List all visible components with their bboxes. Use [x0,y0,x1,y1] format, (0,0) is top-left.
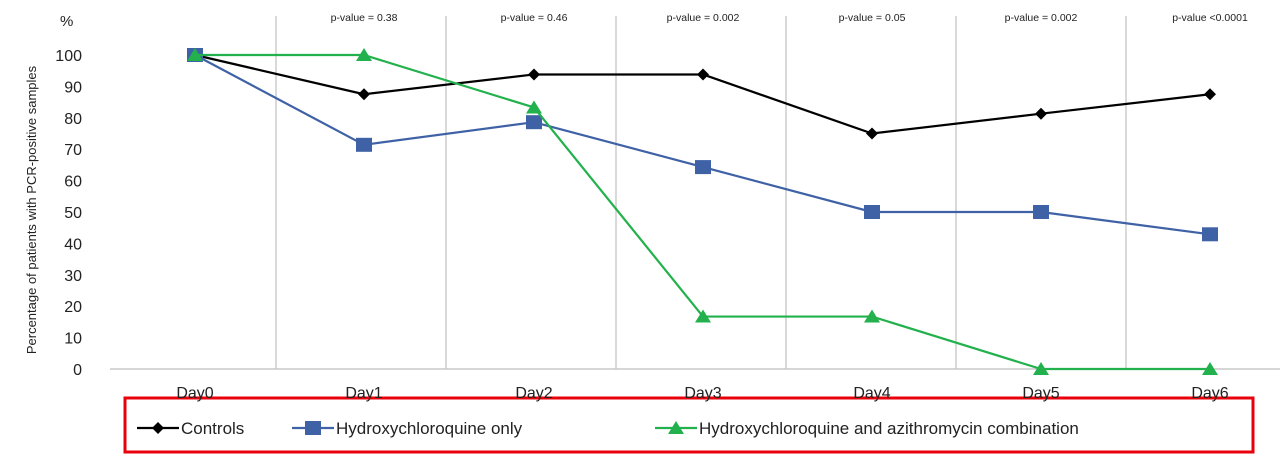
y-tick-label: 30 [64,268,82,285]
x-tick-label: Day0 [176,385,213,402]
square-marker [695,160,711,175]
p-value-annotation: p-value = 0.002 [1005,12,1078,24]
triangle-marker [1202,362,1218,375]
square-marker [864,205,880,219]
triangle-marker [356,48,372,61]
diamond-marker [697,68,709,81]
y-axis-label: Percentage of patients with PCR-positive… [24,65,39,354]
square-marker [1033,205,1049,219]
y-tick-label: 40 [64,236,82,253]
p-value-annotation: p-value = 0.05 [839,12,906,24]
x-tick-label: Day3 [684,385,721,402]
x-tick-label: Day2 [515,385,552,402]
p-value-annotation: p-value = 0.002 [667,12,740,24]
y-tick-label: 90 [64,79,82,96]
square-marker [1202,227,1218,242]
diamond-marker [528,68,540,81]
diamond-marker [152,422,164,434]
x-tick-label: Day5 [1022,385,1059,402]
legend-item-label: Hydroxychloroquine only [336,419,523,438]
triangle-marker [864,309,880,323]
p-value-annotation: p-value <0.0001 [1172,12,1248,24]
series-line [194,53,1211,135]
y-tick-label: 20 [64,299,82,316]
x-tick-label: Day6 [1191,385,1228,402]
y-tick-label: 70 [64,142,82,159]
diamond-marker [866,127,878,140]
triangle-marker [668,421,684,434]
legend-item-label: Controls [181,419,244,438]
y-tick-label: 60 [64,174,82,191]
triangle-marker [1033,362,1049,375]
p-value-annotation: p-value = 0.38 [331,12,398,24]
diamond-marker [358,88,370,101]
diamond-marker [1035,107,1047,120]
legend-item-label: Hydroxychloroquine and azithromycin comb… [699,419,1079,438]
y-tick-label: 80 [64,111,82,128]
y-tick-label: 0 [73,362,82,379]
legend-highlight-box [123,396,1255,454]
diamond-marker [1204,88,1216,101]
y-tick-label: 100 [55,48,82,65]
square-marker [356,137,372,152]
triangle-marker [526,100,542,114]
square-marker [305,421,321,435]
square-marker [526,115,542,130]
triangle-marker [695,309,711,323]
p-value-annotation: p-value = 0.46 [501,12,568,24]
y-tick-label: 50 [64,205,82,222]
x-tick-label: Day4 [853,385,890,402]
triangle-marker [187,48,203,61]
y-axis-unit: % [60,13,73,30]
y-tick-label: 10 [64,331,82,348]
series-line [194,54,1211,236]
x-tick-label: Day1 [345,385,382,402]
